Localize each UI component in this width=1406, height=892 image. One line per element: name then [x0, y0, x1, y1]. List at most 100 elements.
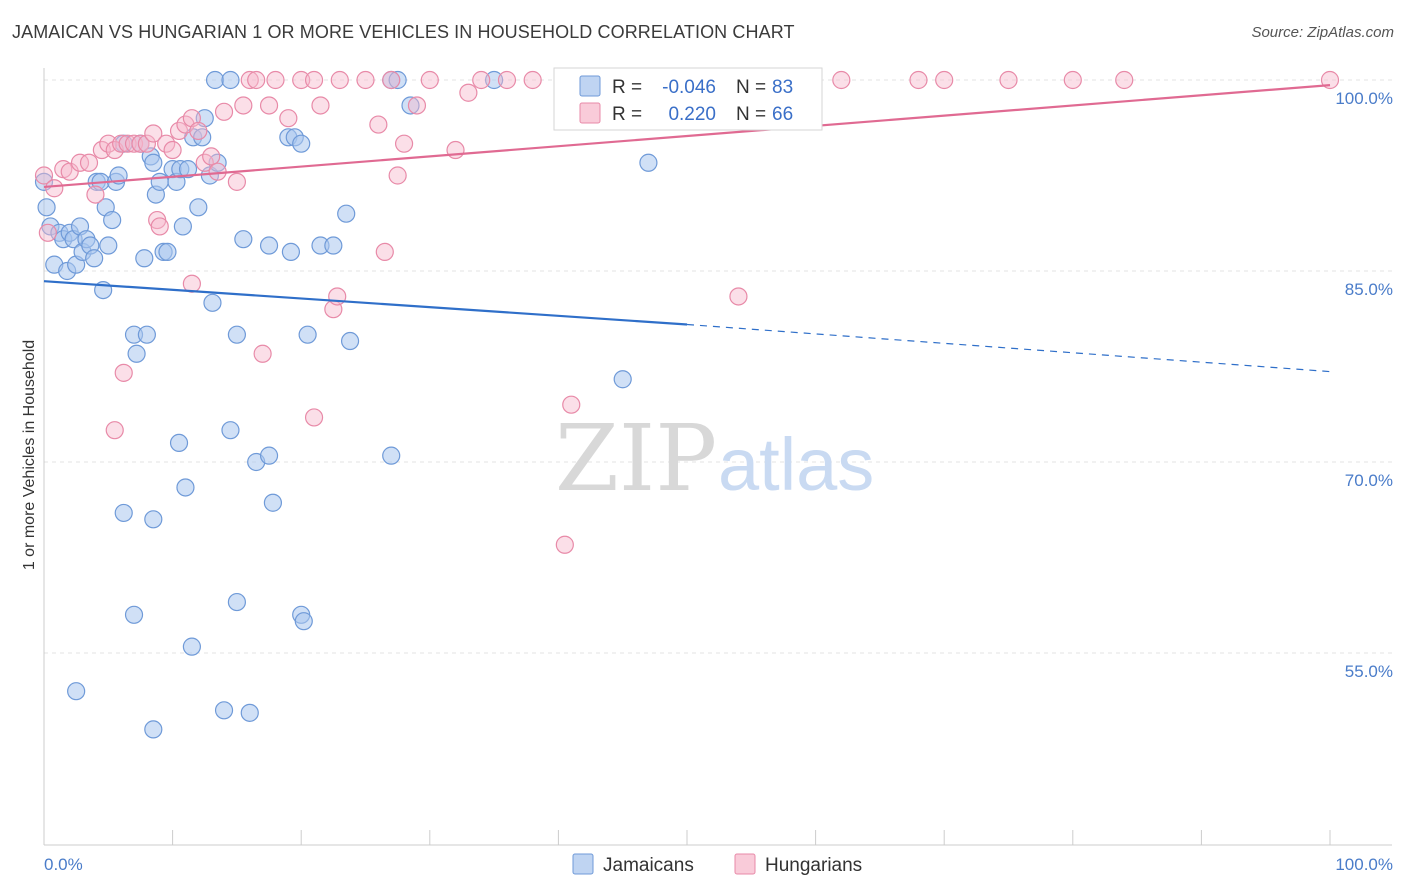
- hungarian-point: [304, 408, 324, 427]
- hungarian-point: [150, 217, 169, 236]
- hungarian-point: [446, 140, 465, 160]
- source-label: Source: ZipAtlas.com: [1251, 24, 1394, 41]
- legend-swatch-hungarians: [734, 853, 756, 875]
- jamaican-point: [37, 198, 56, 217]
- hungarian-point: [234, 96, 253, 115]
- jamaican-point: [144, 510, 163, 529]
- jamaican-point: [227, 325, 246, 344]
- hungarian-point: [253, 344, 272, 363]
- legend-n-value: 83: [772, 77, 793, 98]
- legend-n-label: N =: [736, 104, 766, 125]
- hungarian-point: [729, 287, 748, 306]
- jamaican-point: [85, 249, 104, 268]
- hungarian-point: [105, 421, 124, 440]
- jamaican-point: [137, 325, 156, 344]
- chart-title: JAMAICAN VS HUNGARIAN 1 OR MORE VEHICLES…: [12, 22, 795, 42]
- legend-n-label: N =: [736, 77, 766, 98]
- hungarian-point: [382, 70, 401, 90]
- hungarian-point: [388, 166, 407, 185]
- hungarian-point: [189, 121, 208, 141]
- hungarian-point: [523, 70, 542, 90]
- hungarian-point: [214, 102, 234, 121]
- jamaican-point: [234, 230, 253, 249]
- watermark-atlas: atlas: [718, 423, 874, 506]
- hungarian-point: [144, 124, 163, 143]
- jamaican-point: [173, 217, 192, 236]
- jamaican-point: [99, 236, 118, 255]
- watermark: ZIP atlas: [555, 405, 874, 512]
- trend-lines: [43, 83, 1331, 373]
- hungarian-point: [112, 134, 131, 153]
- hungarian-point: [311, 96, 330, 115]
- jamaican-point: [150, 172, 169, 191]
- legend-r-label: R =: [612, 77, 642, 98]
- hungarian-point: [38, 223, 57, 242]
- hungarian-point: [1320, 70, 1340, 90]
- x-tick-label: 100.0%: [1335, 855, 1393, 874]
- jamaican-point: [263, 493, 283, 512]
- hungarian-point: [459, 83, 478, 102]
- hungarian-point: [227, 172, 246, 191]
- hungarian-point: [202, 147, 221, 166]
- jamaican-point: [240, 703, 259, 722]
- jamaican-point: [227, 592, 246, 612]
- y-tick-label: 100.0%: [1335, 89, 1393, 108]
- jamaican-point: [144, 720, 163, 739]
- jamaican-point: [485, 70, 504, 90]
- legend-n-value: 66: [772, 104, 793, 125]
- legend-swatch-jamaicans: [572, 853, 594, 875]
- grid-lines: [44, 79, 1392, 654]
- y-tick-label: 85.0%: [1345, 280, 1393, 299]
- hungarian-point: [240, 70, 259, 90]
- jamaican-point: [337, 204, 356, 223]
- legend-series-hungarians: Hungarians: [765, 855, 862, 876]
- jamaican-point: [114, 503, 133, 523]
- jamaican-point: [613, 370, 632, 389]
- hungarian-point: [124, 134, 144, 153]
- jamaican-point: [259, 446, 279, 465]
- hungarian-point: [266, 70, 285, 90]
- hungarian-point: [247, 70, 266, 90]
- jamaican-point: [324, 236, 343, 255]
- x-tick-label: 0.0%: [44, 855, 83, 874]
- jamaican-point: [103, 210, 122, 230]
- hungarian-point: [86, 185, 105, 204]
- hungarian-point: [34, 166, 54, 185]
- jamaican-point: [340, 331, 360, 351]
- legend-series-jamaicans: Jamaicans: [603, 855, 694, 876]
- jamaican-point: [221, 421, 240, 440]
- hungarian-point: [375, 242, 394, 261]
- jamaican-point: [169, 433, 189, 452]
- jamaican-point: [176, 478, 195, 497]
- hungarian-point: [562, 395, 581, 414]
- jamaican-point: [214, 701, 234, 720]
- legend-swatch-jamaicans: [579, 75, 601, 97]
- jamaican-point: [67, 682, 86, 701]
- jamaican-point: [281, 242, 301, 261]
- hungarian-point: [131, 134, 150, 153]
- jamaican-trend-line: [43, 280, 688, 326]
- hungarian-point: [1115, 70, 1134, 90]
- legend-swatch-hungarians: [579, 102, 601, 124]
- hungarian-point: [356, 70, 375, 90]
- jamaican-point: [298, 325, 317, 344]
- hungarian-point: [407, 96, 427, 115]
- hungarian-point: [472, 70, 491, 90]
- jamaican-point: [221, 70, 240, 90]
- hungarian-point: [832, 70, 851, 90]
- y-tick-label: 55.0%: [1345, 662, 1393, 681]
- y-tick-label: 70.0%: [1345, 471, 1393, 490]
- legend-r-label: R =: [612, 104, 642, 125]
- hungarian-point: [497, 70, 517, 90]
- jamaican-point: [401, 96, 420, 115]
- hungarian-point: [1063, 70, 1082, 90]
- jamaican-point: [388, 70, 407, 90]
- hungarian-point: [555, 535, 574, 554]
- hungarian-point: [909, 70, 928, 90]
- series-legend: Jamaicans Hungarians: [572, 853, 862, 876]
- jamaican-point: [189, 198, 208, 217]
- hungarian-point: [118, 134, 137, 153]
- jamaican-point: [178, 160, 198, 179]
- hungarian-point: [304, 70, 324, 90]
